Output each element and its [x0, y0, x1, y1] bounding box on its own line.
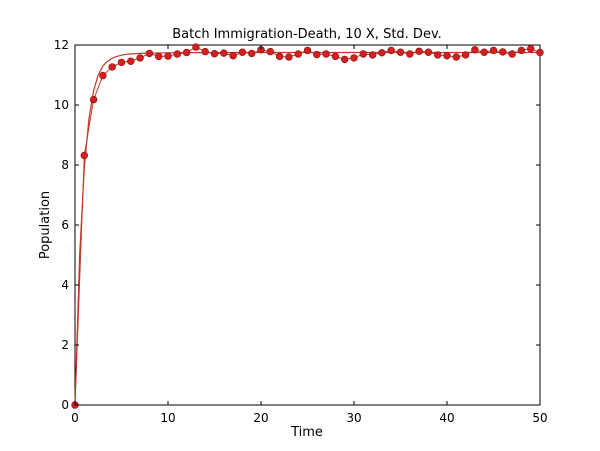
y-tick-label: 12: [54, 38, 69, 52]
data-point: [322, 50, 330, 58]
data-point: [499, 48, 507, 56]
plot-area: [74, 44, 541, 406]
y-tick-label: 8: [61, 158, 69, 172]
data-point: [489, 46, 498, 55]
data-point: [248, 49, 256, 58]
data-point: [378, 49, 386, 57]
data-point: [396, 48, 405, 56]
data-point: [210, 49, 219, 58]
data-point: [164, 52, 172, 60]
data-point: [508, 50, 516, 58]
y-tick-label: 10: [54, 98, 69, 112]
fitted-curve: [74, 51, 540, 406]
data-point: [303, 46, 312, 55]
data-point: [368, 51, 377, 59]
tick-layer: 0 10 20 30 40 50 0 2 4 6 8 10 12: [54, 38, 548, 425]
data-point: [173, 50, 182, 58]
y-tick-label: 6: [61, 218, 69, 232]
x-axis-label: Time: [290, 425, 323, 440]
data-point: [406, 50, 414, 58]
data-point: [201, 47, 209, 56]
chart-title: Batch Immigration-Death, 10 X, Std. Dev.: [172, 27, 442, 42]
data-point: [136, 54, 144, 62]
x-tick-label: 20: [253, 411, 268, 425]
data-point: [517, 46, 526, 55]
data-point: [480, 48, 488, 56]
data-point: [434, 51, 442, 59]
x-tick-label: 50: [532, 411, 547, 425]
data-point: [127, 57, 135, 65]
data-point: [461, 51, 470, 59]
data-point: [341, 55, 349, 64]
data-point: [266, 47, 274, 56]
data-point: [108, 63, 116, 71]
y-axis-label: Population: [38, 191, 53, 259]
y-tick-label: 2: [61, 338, 69, 352]
data-point: [313, 50, 321, 59]
data-point: [182, 48, 191, 57]
data-point: [80, 151, 89, 160]
data-point: [192, 43, 200, 51]
x-tick-label: 0: [71, 411, 79, 425]
data-point: [220, 49, 228, 57]
data-point: [89, 95, 98, 104]
data-point: [424, 48, 433, 56]
data-point: [155, 52, 163, 61]
data-point: [99, 71, 107, 80]
data-point: [145, 49, 154, 58]
data-point: [536, 48, 544, 57]
data-point: [117, 58, 126, 67]
data-point: [443, 52, 451, 60]
data-point: [294, 50, 302, 58]
data-point: [238, 48, 247, 56]
x-tick-label: 10: [160, 411, 175, 425]
data-point: [471, 46, 479, 54]
y-tick-label: 0: [61, 398, 69, 412]
data-point: [331, 52, 340, 61]
data-point: [359, 50, 367, 58]
data-point: [285, 53, 293, 61]
data-point: [350, 54, 358, 62]
x-tick-label: 40: [439, 411, 454, 425]
fitted-curve-layer: [74, 51, 540, 406]
data-point: [275, 52, 284, 61]
data-point: [415, 47, 423, 55]
data-point: [452, 53, 460, 61]
data-point: [387, 46, 395, 55]
data-point: [526, 44, 535, 53]
data-point: [229, 52, 237, 60]
marker-layer: [71, 43, 544, 409]
y-tick-label: 4: [61, 278, 69, 292]
x-tick-label: 30: [346, 411, 361, 425]
